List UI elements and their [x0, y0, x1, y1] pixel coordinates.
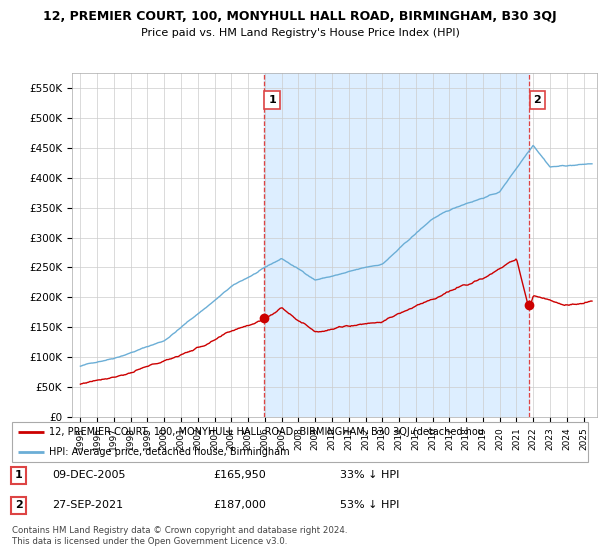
- Bar: [264, 73, 529, 417]
- Text: Price paid vs. HM Land Registry's House Price Index (HPI): Price paid vs. HM Land Registry's House …: [140, 28, 460, 38]
- Text: 1: 1: [15, 470, 23, 480]
- Text: 2: 2: [15, 501, 23, 511]
- Text: £165,950: £165,950: [214, 470, 266, 480]
- Text: 12, PREMIER COURT, 100, MONYHULL HALL ROAD, BIRMINGHAM, B30 3QJ: 12, PREMIER COURT, 100, MONYHULL HALL RO…: [43, 10, 557, 23]
- Text: 1: 1: [268, 95, 276, 105]
- Text: 09-DEC-2005: 09-DEC-2005: [52, 470, 126, 480]
- Text: £187,000: £187,000: [214, 501, 266, 511]
- Text: HPI: Average price, detached house, Birmingham: HPI: Average price, detached house, Birm…: [49, 446, 290, 456]
- Text: 12, PREMIER COURT, 100, MONYHULL HALL ROAD, BIRMINGHAM, B30 3QJ (detached hou: 12, PREMIER COURT, 100, MONYHULL HALL RO…: [49, 427, 484, 437]
- Text: Contains HM Land Registry data © Crown copyright and database right 2024.
This d: Contains HM Land Registry data © Crown c…: [12, 526, 347, 546]
- Text: 2: 2: [533, 95, 541, 105]
- Text: 53% ↓ HPI: 53% ↓ HPI: [340, 501, 400, 511]
- Text: 33% ↓ HPI: 33% ↓ HPI: [340, 470, 400, 480]
- Text: 27-SEP-2021: 27-SEP-2021: [52, 501, 124, 511]
